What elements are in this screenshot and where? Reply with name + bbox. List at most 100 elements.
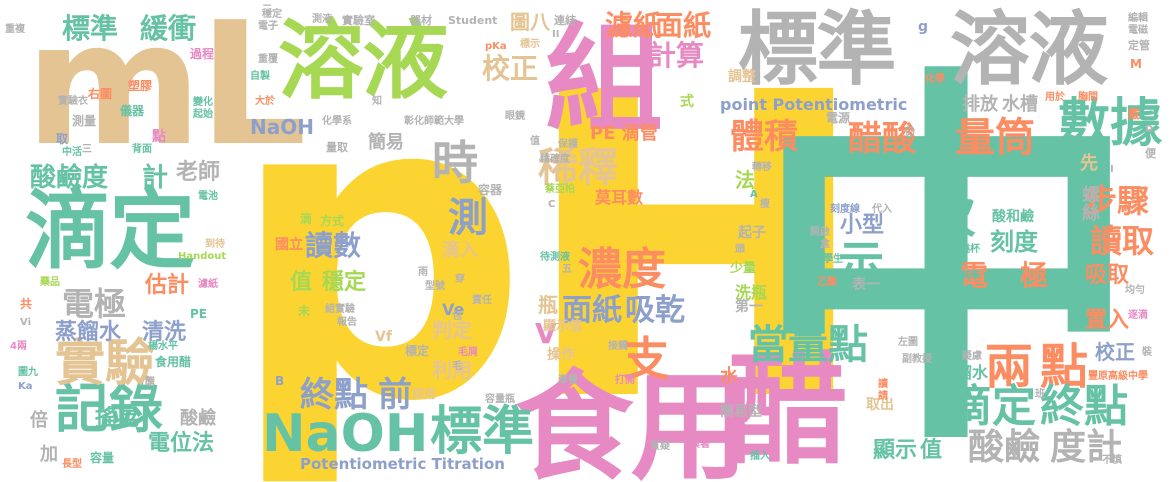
- cloud-word: 三: [82, 144, 92, 155]
- cloud-word: 終點: [1040, 381, 1128, 432]
- cloud-word: 便: [1145, 147, 1156, 160]
- cloud-word: V: [535, 317, 557, 350]
- cloud-word: 圖八: [510, 10, 550, 34]
- cloud-word: 知: [372, 96, 382, 107]
- cloud-word: 表一: [852, 277, 880, 293]
- cloud-word: 實驗室: [342, 14, 375, 27]
- cloud-word: 轉移: [752, 162, 772, 173]
- cloud-word: 判定: [432, 318, 472, 342]
- cloud-word: 包: [452, 311, 462, 322]
- cloud-word: NaOH: [250, 115, 314, 139]
- cloud-word: Ve: [442, 300, 465, 319]
- cloud-word: 均勻: [1125, 285, 1145, 296]
- cloud-word: mL: [25, 0, 307, 184]
- cloud-word: 簡易型: [720, 404, 762, 420]
- cloud-word: 刻度線: [830, 204, 860, 215]
- cloud-word: 醋: [728, 342, 848, 481]
- cloud-word: 重複: [5, 24, 25, 35]
- cloud-word: 逐滴: [1128, 310, 1148, 321]
- cloud-word: 電池: [198, 191, 218, 202]
- cloud-word: 加: [40, 444, 58, 465]
- cloud-word: 酸鹼: [968, 427, 1041, 468]
- cloud-word: Vi: [20, 317, 31, 328]
- cloud-word: 眼鏡: [505, 111, 525, 122]
- cloud-word: 點: [1040, 339, 1089, 395]
- cloud-word: 重覆: [258, 54, 278, 65]
- cloud-word: 起始: [193, 109, 213, 120]
- cloud-word: 計: [142, 163, 169, 193]
- cloud-word: 電磁: [1128, 25, 1148, 36]
- cloud-word: 副教授: [902, 354, 932, 365]
- cloud-word: 食用: [515, 358, 749, 482]
- cloud-word: 到待: [205, 239, 225, 250]
- cloud-word: II: [552, 29, 560, 40]
- cloud-word: 打開: [615, 375, 635, 386]
- cloud-word: 濃度: [578, 244, 666, 295]
- cloud-word: 質疑: [650, 441, 670, 452]
- cloud-word: I: [1110, 164, 1114, 175]
- cloud-word: 泰豐: [558, 375, 578, 386]
- cloud-word: 化學系: [322, 116, 352, 127]
- cloud-word: 裝: [1142, 347, 1152, 358]
- cloud-word: 代入: [872, 204, 892, 215]
- cloud-word: 不慎: [1102, 455, 1122, 466]
- cloud-word: PE: [190, 307, 207, 321]
- cloud-word: M: [1130, 57, 1142, 71]
- cloud-word: 雨: [418, 267, 428, 278]
- cloud-word: 蔡亞柏: [545, 184, 575, 195]
- cloud-word: 值: [290, 270, 313, 295]
- cloud-word: 仍: [905, 127, 915, 138]
- cloud-word: 胸間: [1078, 92, 1098, 103]
- cloud-word: point Potentiometric: [720, 95, 908, 114]
- cloud-word: 瓶: [538, 293, 558, 317]
- cloud-word: 變化: [193, 97, 213, 108]
- cloud-word: 式: [680, 94, 694, 110]
- cloud-word: 電極: [62, 285, 127, 323]
- cloud-word: 楊水平: [148, 341, 178, 352]
- cloud-word: 容量瓶: [485, 394, 515, 405]
- cloud-word: 校正: [482, 52, 539, 85]
- cloud-word: 次: [928, 188, 977, 244]
- cloud-word: 4兩: [10, 341, 27, 352]
- cloud-word: C: [548, 199, 556, 210]
- cloud-word: 讀: [878, 379, 888, 390]
- cloud-word: 取: [56, 132, 69, 146]
- cloud-word: 度計: [1050, 427, 1123, 468]
- cloud-word: 食用醋: [155, 355, 192, 369]
- cloud-word: 學生: [823, 254, 843, 265]
- cloud-word: 緩衝: [140, 12, 197, 45]
- cloud-word: 溶液: [278, 11, 448, 111]
- cloud-word: 戴: [1128, 107, 1141, 121]
- cloud-word: Handout: [178, 251, 227, 262]
- cloud-word: 實驗衣: [58, 96, 88, 107]
- cloud-word: 五: [562, 264, 572, 275]
- cloud-word: Potentiometric Titration: [300, 455, 505, 473]
- cloud-word: 先: [1080, 153, 1098, 174]
- cloud-word: 報告: [337, 317, 357, 328]
- cloud-word: 乙酸: [817, 277, 837, 288]
- cloud-word: 酸鹼度: [30, 163, 109, 193]
- cloud-word: 酸和鹼: [992, 209, 1034, 225]
- cloud-word: 記錄: [55, 377, 163, 440]
- cloud-word: 操作: [547, 347, 575, 363]
- cloud-word: 大於: [255, 96, 275, 107]
- cloud-word: D: [1145, 124, 1154, 135]
- cloud-word: 中: [752, 38, 1142, 482]
- cloud-word: 化學: [925, 74, 945, 85]
- cloud-word: 面紙: [562, 293, 622, 328]
- cloud-word: 第一: [735, 299, 763, 315]
- cloud-word: 請: [878, 391, 888, 402]
- cloud-word: g: [918, 19, 929, 35]
- cloud-word: 組實驗: [325, 304, 355, 315]
- cloud-word: 豐原高級中學: [1088, 371, 1148, 382]
- cloud-word: 滴入: [442, 240, 478, 261]
- cloud-word: 簡易: [368, 132, 404, 153]
- cloud-word: 顯示值: [543, 319, 583, 334]
- cloud-word: 洗瓶: [735, 283, 768, 302]
- cloud-word: 水槽: [1002, 94, 1038, 115]
- cloud-word: 顯示: [873, 438, 918, 463]
- cloud-word: 溶液: [950, 3, 1108, 96]
- cloud-word: 儀器: [120, 104, 145, 118]
- cloud-word: 讀取: [1090, 222, 1155, 260]
- cloud-word: NaOH: [262, 404, 429, 464]
